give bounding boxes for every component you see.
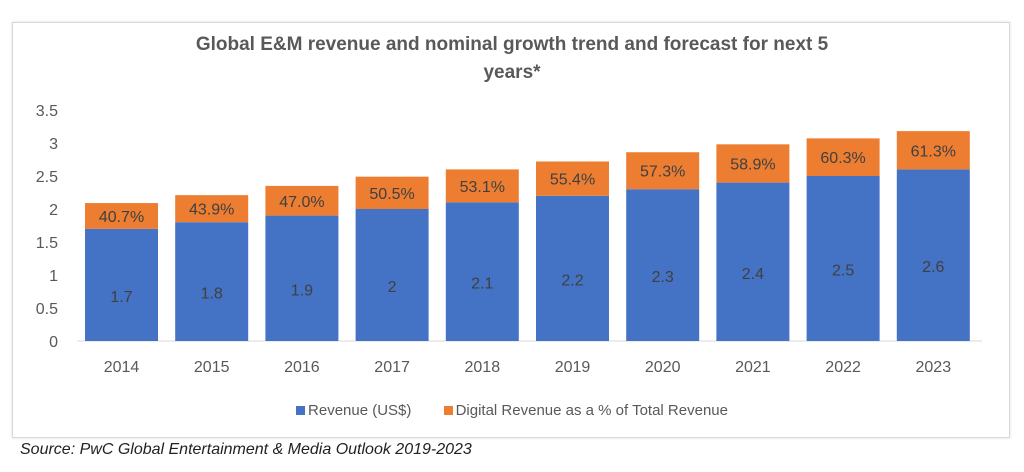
data-label: 2.1 xyxy=(471,276,493,293)
bar-chart: 0 0.5 1 1.5 2 2.5 3 3.5 1.7 40.7% 2014 1.8 43.9% 2015… xyxy=(36,103,982,376)
bar-revenue xyxy=(626,189,700,341)
bar-revenue xyxy=(536,195,609,341)
data-label: 47.0% xyxy=(279,194,324,211)
bar-digital-share xyxy=(85,203,158,229)
data-label: 1.8 xyxy=(201,286,223,303)
data-label: 40.7% xyxy=(99,209,144,226)
data-label: 1.7 xyxy=(110,289,132,306)
y-tick-label: 3.5 xyxy=(36,103,58,120)
x-tick-label: 2015 xyxy=(194,359,230,376)
data-label: 43.9% xyxy=(189,202,234,219)
legend-label: Revenue (US$) xyxy=(308,402,412,419)
data-label: 55.4% xyxy=(550,172,595,189)
data-label: 2.5 xyxy=(832,263,854,280)
data-label: 53.1% xyxy=(460,179,505,196)
bar-revenue xyxy=(716,182,790,341)
source-note: Source: PwC Global Entertainment & Media… xyxy=(20,441,472,458)
data-label: 2.4 xyxy=(742,266,764,283)
x-tick-label: 2014 xyxy=(104,359,140,376)
data-label: 50.5% xyxy=(369,186,414,203)
bar-digital-share xyxy=(806,138,880,176)
bar-digital-share xyxy=(265,185,339,216)
x-tick-label: 2021 xyxy=(735,359,771,376)
y-tick-label: 1 xyxy=(49,268,58,285)
y-tick-label: 2 xyxy=(49,202,58,219)
data-label: 2.3 xyxy=(652,269,674,286)
y-tick-label: 1.5 xyxy=(36,235,58,252)
bar-revenue xyxy=(896,169,970,341)
legend-swatch-blue xyxy=(296,406,306,415)
y-tick-label: 2.5 xyxy=(36,169,58,186)
legend-swatch-orange xyxy=(443,406,453,415)
data-label: 2 xyxy=(388,279,397,296)
bar-revenue xyxy=(806,176,880,341)
chart-title-line-2: years* xyxy=(483,62,541,83)
bar-digital-share xyxy=(896,131,970,170)
data-label: 2.6 xyxy=(922,259,944,276)
legend-item-digital: Digital Revenue as a % of Total Revenue xyxy=(443,402,728,419)
x-tick-label: 2023 xyxy=(916,359,952,376)
bar-revenue xyxy=(445,202,519,341)
x-tick-label: 2020 xyxy=(645,359,681,376)
data-label: 1.9 xyxy=(291,282,313,299)
bar-digital-share xyxy=(716,144,790,183)
data-label: 2.2 xyxy=(561,272,583,289)
legend-label: Digital Revenue as a % of Total Revenue xyxy=(455,402,728,419)
data-label: 60.3% xyxy=(820,150,865,167)
x-tick-label: 2018 xyxy=(465,359,501,376)
y-tick-label: 3 xyxy=(49,136,58,153)
x-tick-label: 2017 xyxy=(374,359,410,376)
bar-digital-share xyxy=(355,176,429,209)
y-tick-label: 0 xyxy=(49,334,58,351)
data-label: 57.3% xyxy=(640,164,685,181)
data-label: 61.3% xyxy=(911,143,956,160)
bar-revenue xyxy=(265,215,339,341)
bar-revenue xyxy=(175,222,249,341)
bar-digital-share xyxy=(536,161,609,196)
x-tick-label: 2022 xyxy=(825,359,861,376)
bar-digital-share xyxy=(626,152,700,190)
bar-revenue xyxy=(355,209,429,341)
x-tick-label: 2016 xyxy=(284,359,320,376)
legend-item-revenue: Revenue (US$) xyxy=(296,402,411,419)
y-tick-label: 0.5 xyxy=(36,301,58,318)
chart-title-line-1: Global E&M revenue and nominal growth tr… xyxy=(195,34,829,55)
data-label: 58.9% xyxy=(730,156,775,173)
bar-revenue xyxy=(85,228,158,341)
bar-digital-share xyxy=(175,195,249,223)
bar-digital-share xyxy=(445,169,519,203)
legend: Revenue (US$) Digital Revenue as a % of … xyxy=(0,402,1024,419)
x-tick-label: 2019 xyxy=(555,359,591,376)
